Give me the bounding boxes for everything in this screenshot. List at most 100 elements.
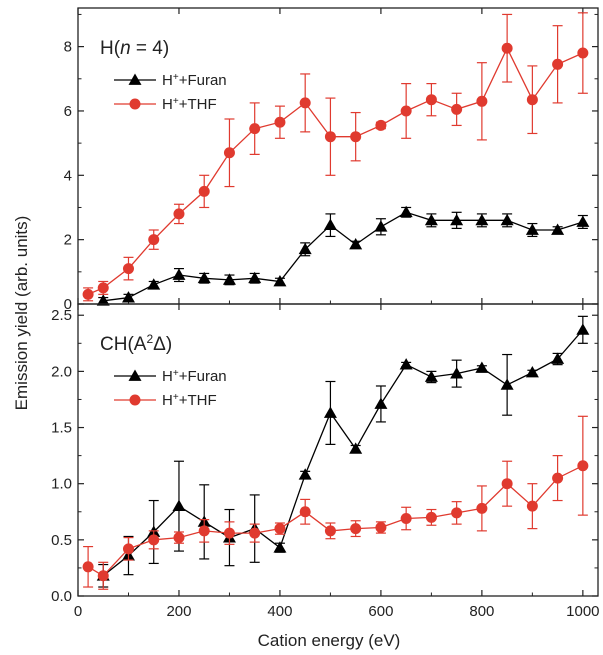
data-point: [500, 213, 514, 226]
data-point: [274, 523, 286, 535]
data-point: [399, 205, 413, 218]
data-point: [173, 532, 185, 544]
data-point: [249, 123, 261, 135]
data-point: [400, 105, 412, 117]
data-point: [450, 367, 464, 379]
plot-frame: [77, 303, 599, 597]
data-point: [222, 273, 236, 285]
y-tick-label: 2: [64, 232, 72, 249]
data-point: [425, 511, 437, 523]
data-point: [97, 570, 109, 582]
data-point: [323, 218, 337, 231]
data-point: [576, 323, 590, 335]
y-tick-label: 1.5: [51, 420, 72, 437]
x-tick-label: 400: [267, 603, 292, 620]
data-point: [82, 288, 94, 300]
data-point: [525, 366, 539, 378]
data-point: [551, 352, 565, 364]
data-point: [399, 358, 413, 370]
y-axis-label: Emission yield (arb. units): [12, 216, 31, 411]
data-point: [475, 361, 489, 373]
data-point: [172, 268, 186, 280]
data-point: [122, 543, 134, 555]
data-point: [425, 94, 437, 106]
legend-marker: [128, 73, 142, 85]
data-point: [148, 234, 160, 246]
legend-label: H++Furan: [162, 368, 227, 386]
data-point: [96, 294, 110, 306]
y-tick-label: 0.0: [51, 588, 72, 605]
data-point: [223, 527, 235, 539]
chart-panel-2: 0.0 0.5 1.0 1.5 2.0 2.5 0 200 400 600 800 1000 CH(A2…: [51, 303, 600, 620]
data-point: [299, 506, 311, 518]
legend-marker: [128, 369, 142, 381]
data-point: [350, 523, 362, 535]
data-point: [349, 237, 363, 250]
data-point: [400, 513, 412, 525]
series-line: [103, 211, 584, 302]
data-point: [249, 527, 261, 539]
legend: H++Furan H++THF: [114, 72, 227, 114]
data-point: [374, 220, 388, 232]
panels: 0 2 4 6 8 H(n = 4) H++Furan H++THF 0.0 0.5 1.0 1.5 2…: [51, 7, 600, 620]
data-point: [274, 116, 286, 128]
data-point: [97, 282, 109, 294]
panel-title: CH(A2Δ): [100, 332, 172, 355]
data-point: [197, 271, 211, 284]
legend-label: H++THF: [162, 96, 217, 114]
y-tick-label: 1.0: [51, 476, 72, 493]
data-point: [298, 242, 312, 255]
series-furan: [96, 315, 590, 588]
series-thf: [82, 12, 589, 302]
data-point: [475, 213, 489, 226]
y-tick-label: 4: [64, 167, 72, 184]
data-point: [173, 208, 185, 220]
x-tick-label: 800: [469, 603, 494, 620]
data-point: [526, 500, 538, 512]
data-point: [198, 185, 210, 197]
data-point: [148, 534, 160, 546]
y-tick-label: 0.5: [51, 532, 72, 549]
x-axis-label: Cation energy (eV): [258, 631, 401, 650]
data-point: [451, 103, 463, 115]
data-point: [476, 502, 488, 514]
data-point: [299, 97, 311, 109]
legend-label: H++Furan: [162, 72, 227, 90]
data-point: [451, 507, 463, 519]
x-tick-label: 0: [74, 603, 82, 620]
y-tick-label: 8: [64, 39, 72, 56]
data-point: [501, 478, 513, 490]
data-point: [323, 406, 337, 418]
data-point: [450, 213, 464, 226]
data-point: [424, 213, 438, 226]
data-point: [526, 94, 538, 106]
data-point: [198, 525, 210, 537]
y-tick-label: 6: [64, 103, 72, 120]
legend: H++Furan H++THF: [114, 368, 227, 409]
data-point: [122, 263, 134, 275]
legend-marker: [129, 394, 141, 406]
data-point: [324, 131, 336, 143]
data-point: [577, 47, 589, 59]
x-tick-label: 1000: [566, 603, 599, 620]
data-point: [223, 147, 235, 159]
y-tick-label: 2.0: [51, 363, 72, 380]
data-point: [525, 223, 539, 235]
data-point: [552, 58, 564, 70]
data-point: [500, 378, 514, 390]
legend-marker: [129, 98, 141, 110]
data-point: [552, 472, 564, 484]
data-point: [375, 521, 387, 533]
data-point: [324, 525, 336, 537]
data-point: [424, 370, 438, 382]
y-tick-label: 2.5: [51, 307, 72, 324]
x-tick-label: 600: [368, 603, 393, 620]
data-point: [349, 442, 363, 454]
data-point: [551, 223, 565, 235]
data-point: [375, 119, 387, 131]
data-point: [374, 397, 388, 409]
data-point: [273, 541, 287, 553]
y-tick-label: 0: [64, 296, 72, 313]
data-point: [576, 215, 590, 227]
